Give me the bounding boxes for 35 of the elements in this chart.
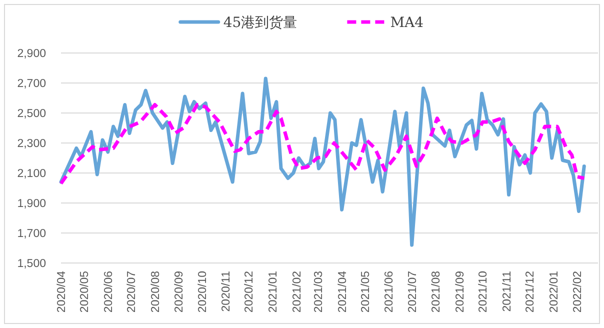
y-tick-label: 2,500	[17, 108, 46, 120]
x-tick-label: 2020/04	[56, 270, 68, 313]
y-tick-label: 2,900	[17, 48, 46, 60]
x-tick-label: 2021/01	[268, 271, 280, 313]
legend-label: MA4	[390, 15, 424, 31]
y-tick-label: 2,300	[17, 138, 46, 150]
x-tick-label: 2020/08	[150, 271, 162, 313]
y-tick-label: 1,700	[17, 228, 46, 240]
y-tick-label: 1,900	[17, 198, 46, 210]
y-tick-label: 2,100	[17, 168, 46, 180]
x-tick-label: 2021/05	[360, 271, 372, 313]
x-tick-label: 2020/10	[196, 271, 209, 313]
x-tick-label: 2020/11	[220, 271, 233, 312]
x-tick-label: 2020/07	[126, 271, 138, 313]
y-tick-label: 1,500	[17, 258, 46, 270]
x-tick-label: 2021/10	[478, 271, 490, 313]
line-series	[59, 76, 586, 247]
x-tick-label: 2020/09	[174, 271, 186, 313]
x-tick-label: 2021/08	[430, 271, 443, 313]
x-tick-label: 2021/07	[406, 271, 419, 313]
x-tick-label: 2020/05	[79, 271, 92, 313]
x-tick-label: 2020/06	[102, 271, 115, 313]
x-tick-label: 2021/02	[291, 271, 304, 313]
legend-label: 45港到货量	[223, 15, 298, 31]
line-series	[59, 103, 586, 186]
x-tick-label: 2022/01	[548, 271, 560, 313]
x-tick-label: 2021/12	[524, 271, 537, 313]
x-tick-label: 2021/11	[501, 271, 514, 312]
y-tick-label: 2,700	[17, 78, 46, 90]
x-tick-label: 2021/04	[336, 270, 349, 313]
x-tick-label: 2021/06	[384, 271, 396, 313]
x-tick-label: 2022/02	[572, 271, 584, 313]
x-tick-label: 2021/03	[312, 271, 325, 313]
x-tick-label: 2021/09	[454, 271, 467, 313]
x-tick-label: 2020/12	[244, 271, 256, 313]
